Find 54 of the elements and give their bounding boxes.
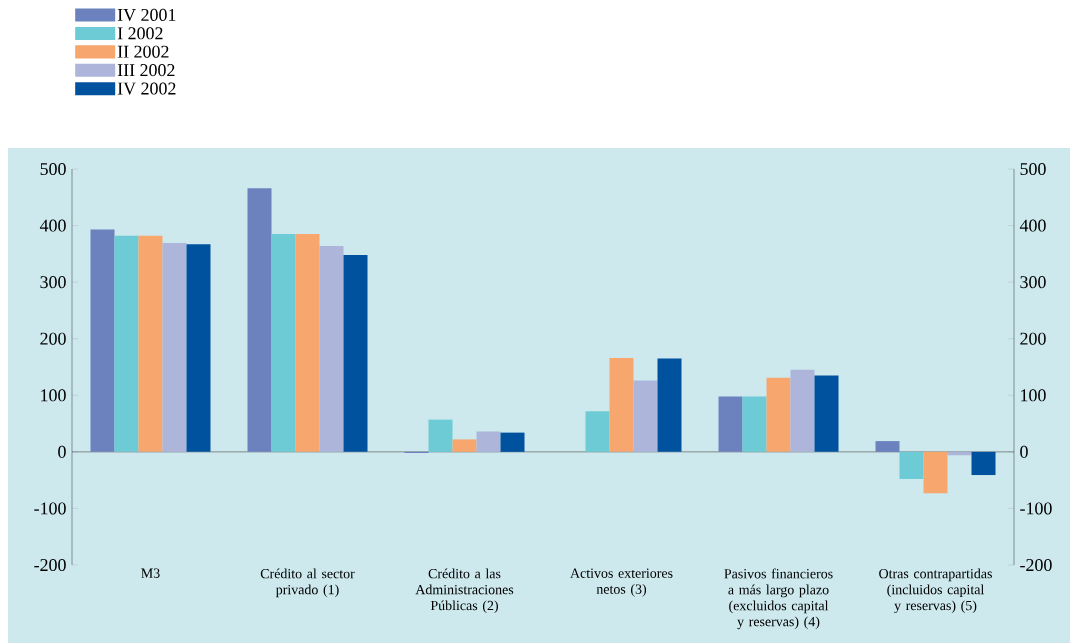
y2-tick-label: 400 (1019, 219, 1046, 232)
x-tick-label: Crédito al sector privado (1) (260, 568, 355, 598)
y2-tick-label: 100 (1021, 389, 1046, 402)
bar (295, 234, 320, 452)
bar (971, 451, 996, 476)
legend-label: IV 2001 (117, 8, 176, 22)
y-tick-label: 0 (58, 445, 66, 458)
x-tick-label: Crédito a las Administraciones Públicas (2) (415, 568, 514, 614)
y-tick-label: 400 (39, 219, 66, 232)
y2-tick-label: -200 (1020, 558, 1052, 572)
bar (114, 235, 139, 452)
bar (476, 431, 501, 452)
bar (633, 380, 658, 452)
legend-label: I 2002 (117, 27, 163, 40)
y-tick-label: 300 (40, 276, 66, 289)
bar (766, 377, 791, 452)
y2-tick-label: 500 (1020, 162, 1046, 176)
legend-label: IV 2002 (117, 82, 176, 95)
bar (585, 411, 610, 452)
bar (138, 235, 163, 452)
x-tick-label: Pasivos financieros a más largo plazo (excluidos capital y reservas) (4) (724, 568, 833, 630)
y-tick-label: -200 (34, 558, 66, 572)
y-tick-label: 500 (40, 162, 66, 176)
bar (923, 451, 948, 494)
bar (875, 441, 900, 452)
x-tick-label: Activos exteriores netos (3) (570, 568, 673, 597)
bar (657, 358, 682, 452)
y2-tick-label: -100 (1020, 502, 1052, 515)
y-tick-label: 200 (40, 332, 66, 345)
x-tick-label: M3 (141, 568, 160, 578)
bar (247, 188, 272, 452)
bar (452, 439, 477, 452)
y-tick-label: -100 (34, 502, 66, 515)
bar (899, 451, 924, 480)
bar (90, 229, 115, 452)
bar (718, 396, 743, 452)
y-tick-label: 100 (41, 389, 66, 402)
bar (271, 234, 296, 452)
bar (609, 357, 634, 452)
legend-label: III 2002 (117, 64, 175, 77)
y2-tick-label: 200 (1020, 332, 1046, 345)
legend-label: II 2002 (117, 45, 169, 58)
bar (319, 245, 344, 452)
bar (162, 243, 187, 452)
bar (742, 396, 767, 452)
bar (428, 419, 453, 452)
bar (343, 254, 368, 452)
y2-tick-label: 300 (1020, 276, 1046, 289)
bar (790, 369, 815, 452)
bar (814, 375, 839, 452)
y2-tick-label: 0 (1020, 445, 1028, 458)
bar (186, 244, 211, 452)
bar (500, 432, 525, 452)
x-tick-label: Otras contrapartidas (incluidos capital y reservas) (5) (879, 568, 992, 614)
